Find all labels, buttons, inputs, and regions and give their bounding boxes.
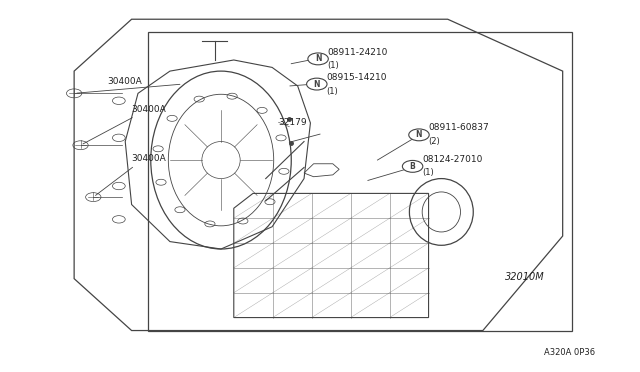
Text: N: N [314,80,320,89]
Text: (2): (2) [429,137,440,146]
Text: 08915-14210: 08915-14210 [326,73,387,82]
Text: 30400A: 30400A [132,105,166,114]
Text: 32179: 32179 [278,118,307,127]
Circle shape [308,53,328,65]
Text: (1): (1) [328,61,339,70]
Text: 08911-24210: 08911-24210 [328,48,388,57]
Circle shape [409,129,429,141]
Text: 08124-27010: 08124-27010 [422,155,483,164]
Text: 30400A: 30400A [108,77,143,86]
Text: 08911-60837: 08911-60837 [429,123,490,132]
Bar [148,32,572,331]
Circle shape [307,78,327,90]
Text: N: N [315,54,321,63]
Circle shape [403,160,423,172]
Text: (1): (1) [326,87,338,96]
Text: 32010M: 32010M [505,272,545,282]
Text: 30400A: 30400A [132,154,166,163]
Text: N: N [416,130,422,140]
Text: (1): (1) [422,168,434,177]
Text: A320A 0P36: A320A 0P36 [543,348,595,357]
Text: B: B [410,162,415,171]
